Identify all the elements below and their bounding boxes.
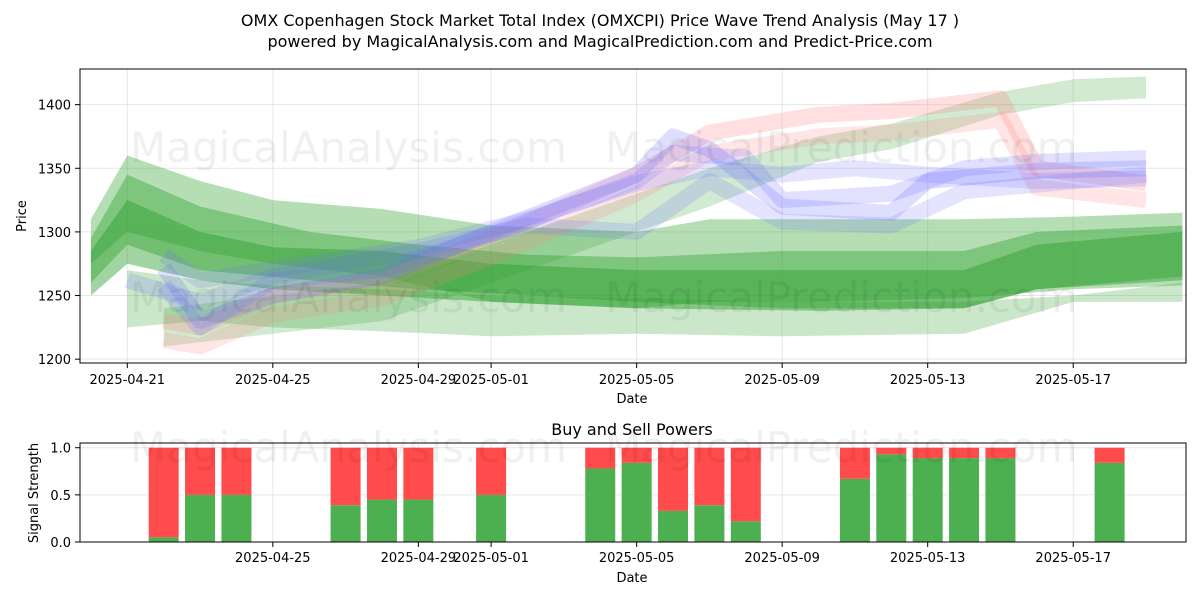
buy-bar <box>148 537 179 542</box>
buy-bar <box>366 499 397 542</box>
signal-panel-title: Buy and Sell Powers <box>551 420 713 439</box>
watermark-left-bottom: MagicalAnalysis.com <box>130 423 567 472</box>
price-band-red <box>162 111 1147 355</box>
watermark-right-lower: MagicalPrediction.com <box>605 273 1078 322</box>
signal-y-tick-label: 0.5 <box>50 489 71 504</box>
sell-bar <box>221 447 252 495</box>
signal-x-tick-label: 2025-05-13 <box>890 551 966 566</box>
price-bands <box>90 76 1183 355</box>
price-band-green <box>90 174 1183 309</box>
buy-bar <box>476 494 507 542</box>
sell-bar <box>621 447 652 463</box>
sell-bar <box>985 447 1016 459</box>
buy-bar <box>330 505 361 542</box>
buy-bar <box>1094 462 1125 542</box>
buy-bar <box>985 458 1016 542</box>
buy-bar <box>949 458 980 542</box>
price-x-tick-label: 2025-04-21 <box>90 373 166 388</box>
sell-bar <box>1094 447 1125 463</box>
price-x-label: Date <box>616 392 647 407</box>
watermark-right-bottom: MagicalPrediction.com <box>605 423 1078 472</box>
price-y-tick-label: 1250 <box>38 290 71 305</box>
sell-bar <box>730 447 761 522</box>
signal-x-tick-label: 2025-04-29 <box>381 551 457 566</box>
buy-bar <box>403 499 434 542</box>
watermark-left: MagicalAnalysis.com <box>130 123 567 172</box>
sell-bar <box>476 447 507 495</box>
buy-bar <box>912 458 943 542</box>
price-x-tick-label: 2025-04-29 <box>381 373 457 388</box>
sell-bar <box>949 447 980 459</box>
price-band-green <box>127 270 1183 337</box>
signal-panel: Buy and Sell Powers MagicalAnalysis.com … <box>27 420 1187 586</box>
signal-x-tick-label: 2025-05-01 <box>453 551 529 566</box>
price-band-green <box>90 155 1183 309</box>
signal-y-tick-label: 0.0 <box>50 536 71 551</box>
chart-title-line2: powered by MagicalAnalysis.com and Magic… <box>267 32 932 51</box>
signal-y-label: Signal Strength <box>27 443 42 543</box>
price-x-tick-label: 2025-05-09 <box>744 373 820 388</box>
price-band-green <box>163 76 1146 347</box>
sell-bar <box>912 447 943 459</box>
sell-bar <box>876 447 907 455</box>
price-y-tick-label: 1300 <box>38 226 71 241</box>
buy-bar <box>839 478 870 542</box>
signal-x-tick-label: 2025-04-25 <box>235 551 311 566</box>
price-band-blue <box>125 166 1147 310</box>
buy-bar <box>658 510 689 542</box>
price-y-label: Price <box>15 200 30 232</box>
sell-bar <box>658 447 689 511</box>
price-band-green <box>90 200 1183 311</box>
price-x-tick-label: 2025-05-01 <box>453 373 529 388</box>
buy-bar <box>221 494 252 542</box>
chart-title-line1: OMX Copenhagen Stock Market Total Index … <box>241 11 959 30</box>
signal-x-tick-label: 2025-05-17 <box>1035 551 1111 566</box>
sell-bar <box>694 447 725 506</box>
price-y-tick-label: 1350 <box>38 162 71 177</box>
sell-bar <box>403 447 434 500</box>
price-x-tick-label: 2025-05-17 <box>1035 373 1111 388</box>
sell-bar <box>585 447 616 469</box>
sell-bar <box>839 447 870 479</box>
price-plot-frame <box>79 68 1187 364</box>
buy-bar <box>585 468 616 542</box>
watermark-left-lower: MagicalAnalysis.com <box>130 273 567 322</box>
sell-bar <box>185 447 216 495</box>
buy-bar <box>694 505 725 542</box>
sell-bar <box>148 447 179 538</box>
price-y-tick-label: 1400 <box>38 99 71 114</box>
buy-bar <box>876 454 907 542</box>
price-band-blue <box>159 160 1147 289</box>
buy-bar <box>185 494 216 542</box>
price-band-blue <box>157 145 1147 336</box>
watermark-right: MagicalPrediction.com <box>605 123 1078 172</box>
price-panel: MagicalAnalysis.com MagicalPrediction.co… <box>15 68 1187 407</box>
buy-bar <box>621 462 652 542</box>
buy-bar <box>730 521 761 542</box>
signal-x-label: Date <box>616 571 647 586</box>
sell-bar <box>366 447 397 500</box>
sell-bar <box>330 447 361 506</box>
price-x-tick-label: 2025-05-05 <box>599 373 675 388</box>
signal-plot-frame <box>79 442 1187 543</box>
price-x-tick-label: 2025-04-25 <box>235 373 311 388</box>
signal-bars <box>148 447 1125 542</box>
price-x-tick-label: 2025-05-13 <box>890 373 966 388</box>
signal-x-tick-label: 2025-05-05 <box>599 551 675 566</box>
price-grid <box>80 69 1186 363</box>
signal-x-tick-label: 2025-05-09 <box>744 551 820 566</box>
price-y-tick-label: 1200 <box>38 353 71 368</box>
signal-y-tick-label: 1.0 <box>50 442 71 457</box>
price-band-blue <box>157 128 1147 329</box>
price-band-red <box>162 90 1148 336</box>
price-ticks: 2025-04-21 2025-04-25 2025-04-292025-05-01… <box>38 99 1111 388</box>
